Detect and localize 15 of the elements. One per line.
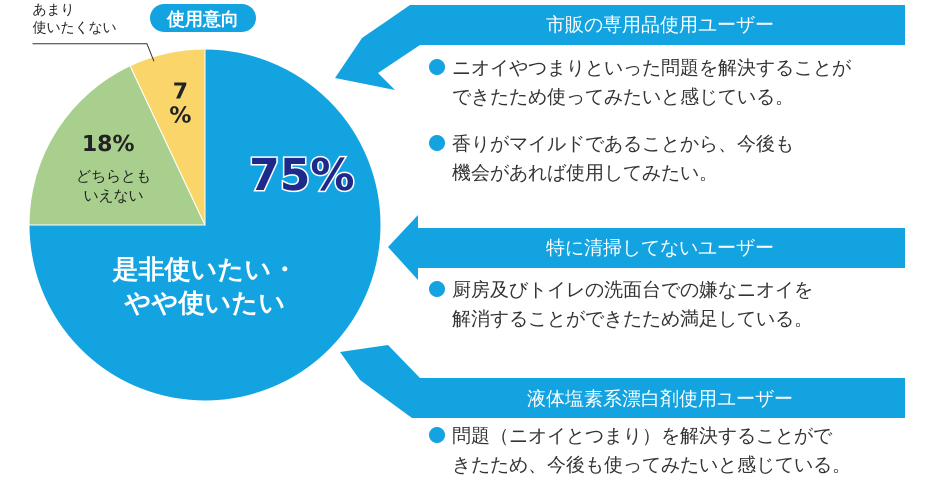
pie-slice	[28, 48, 382, 402]
text: 特に清掃してないユーザー	[546, 237, 774, 259]
slice-label: あまり使いたくない	[32, 2, 117, 36]
text: 問題（ニオイとつまり）を解決することができたため、今後も使ってみたいと感じている。	[452, 425, 851, 476]
text: 厨房及びトイレの洗面台での嫌なニオイを解消することができたため満足している。	[452, 279, 813, 330]
chart-title: 使用意向	[166, 9, 239, 30]
text: 香りがマイルドであることから、今後も機会があれば使用してみたい。	[452, 133, 794, 184]
data-label: 18%	[82, 132, 135, 158]
data-label: 7%	[169, 79, 192, 128]
slice-label: 是非使いたい・やや使いたい	[112, 254, 298, 319]
text: 液体塩素系漂白剤使用ユーザー	[527, 388, 793, 410]
text: 市販の専用品使用ユーザー	[546, 14, 774, 36]
data-label: 75%	[249, 150, 354, 201]
slice-label: どちらともいえない	[76, 167, 151, 204]
text: ニオイやつまりといった問題を解決することができたため使ってみたいと感じている。	[452, 57, 852, 108]
